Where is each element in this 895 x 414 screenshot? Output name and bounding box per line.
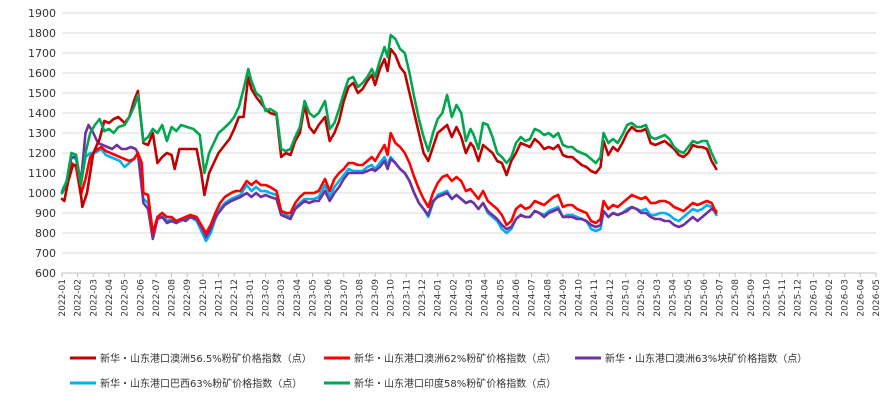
x-tick-label: 2026-02 <box>825 279 835 317</box>
x-tick-label: 2025-08 <box>731 279 741 317</box>
x-tick-label: 2023-10 <box>387 279 397 317</box>
y-tick-label: 1100 <box>28 167 56 180</box>
y-tick-label: 1000 <box>28 187 56 200</box>
legend-label-0: 新华・山东港口澳洲56.5%粉矿价格指数（点） <box>100 352 312 365</box>
y-tick-label: 800 <box>35 227 56 240</box>
x-tick-label: 2024-05 <box>496 279 506 317</box>
y-tick-label: 1300 <box>28 127 56 140</box>
x-tick-label: 2022-09 <box>183 279 193 317</box>
x-tick-label: 2024-10 <box>575 279 585 317</box>
y-tick-label: 1200 <box>28 147 56 160</box>
x-tick-label: 2022-06 <box>136 279 146 317</box>
x-tick-label: 2025-10 <box>762 279 772 317</box>
x-tick-label: 2024-03 <box>465 279 475 317</box>
y-tick-label: 700 <box>35 247 56 260</box>
x-tick-label: 2026-05 <box>872 279 882 317</box>
x-tick-label: 2023-02 <box>262 279 272 317</box>
y-tick-label: 1800 <box>28 27 56 40</box>
x-tick-label: 2025-05 <box>684 279 694 317</box>
y-tick-label: 1500 <box>28 87 56 100</box>
x-tick-label: 2022-02 <box>74 279 84 317</box>
x-tick-label: 2025-12 <box>794 279 804 317</box>
x-axis: 2022-01 2022-02 2022-03 2022-04 2022-05 2022-… <box>58 273 882 317</box>
x-tick-label: 2022-03 <box>89 279 99 317</box>
x-tick-label: 2023-05 <box>308 279 318 317</box>
series-line-4 <box>60 33 718 195</box>
x-tick-label: 2022-04 <box>105 279 115 317</box>
y-tick-label: 600 <box>35 267 56 280</box>
gridlines <box>62 12 876 274</box>
x-tick-label: 2024-09 <box>559 279 569 317</box>
x-tick-label: 2026-03 <box>841 279 851 317</box>
x-tick-label: 2022-05 <box>121 279 131 317</box>
x-tick-label: 2025-07 <box>715 279 725 317</box>
x-tick-label: 2024-08 <box>543 279 553 317</box>
y-tick-label: 1600 <box>28 67 56 80</box>
series-line-1 <box>60 131 718 235</box>
x-tick-label: 2026-04 <box>856 279 866 317</box>
x-tick-label: 2023-09 <box>371 279 381 317</box>
x-tick-label: 2024-02 <box>449 279 459 317</box>
x-tick-label: 2024-12 <box>606 279 616 317</box>
x-tick-label: 2022-11 <box>215 279 225 317</box>
x-tick-label: 2023-06 <box>324 279 334 317</box>
series-line-2 <box>60 123 718 241</box>
x-tick-label: 2023-04 <box>293 279 303 317</box>
x-tick-label: 2022-01 <box>58 279 68 317</box>
x-tick-label: 2025-06 <box>700 279 710 317</box>
legend-label-2: 新华・山东港口澳洲63%块矿价格指数（点） <box>605 352 807 365</box>
legend-label-1: 新华・山东港口澳洲62%粉矿价格指数（点） <box>354 352 556 365</box>
x-tick-label: 2023-01 <box>246 279 256 317</box>
x-tick-label: 2025-11 <box>778 279 788 317</box>
x-tick-label: 2025-01 <box>622 279 632 317</box>
y-tick-label: 1900 <box>28 7 56 20</box>
y-tick-label: 900 <box>35 207 56 220</box>
x-tick-label: 2025-09 <box>747 279 757 317</box>
legend-label-4: 新华・山东港口印度58%粉矿价格指数（点） <box>354 377 556 390</box>
x-tick-label: 2024-04 <box>481 279 491 317</box>
y-tick-label: 1700 <box>28 47 56 60</box>
legend: 新华・山东港口澳洲56.5%粉矿价格指数（点） 新华・山东港口澳洲62%粉矿价格指… <box>70 352 807 390</box>
x-tick-label: 2025-02 <box>637 279 647 317</box>
x-tick-label: 2022-07 <box>152 279 162 317</box>
x-tick-label: 2024-07 <box>528 279 538 317</box>
x-tick-label: 2023-03 <box>277 279 287 317</box>
x-tick-label: 2025-03 <box>653 279 663 317</box>
x-tick-label: 2023-07 <box>340 279 350 317</box>
x-tick-label: 2024-11 <box>590 279 600 317</box>
legend-label-3: 新华・山东港口巴西63%粉矿价格指数（点） <box>100 377 302 390</box>
y-axis: 600 700 800 900 1000 1100 1200 1300 1400 1500 1600… <box>28 7 56 280</box>
series-line-0 <box>60 47 718 209</box>
x-tick-label: 2022-08 <box>168 279 178 317</box>
x-tick-label: 2026-01 <box>809 279 819 317</box>
x-tick-label: 2022-12 <box>230 279 240 317</box>
x-tick-label: 2023-12 <box>418 279 428 317</box>
x-tick-label: 2024-06 <box>512 279 522 317</box>
x-tick-label: 2025-04 <box>669 279 679 317</box>
y-tick-label: 1400 <box>28 107 56 120</box>
x-tick-label: 2023-11 <box>402 279 412 317</box>
series-lines <box>60 33 718 243</box>
x-tick-label: 2024-01 <box>434 279 444 317</box>
x-tick-label: 2023-08 <box>355 279 365 317</box>
x-tick-label: 2022-10 <box>199 279 209 317</box>
